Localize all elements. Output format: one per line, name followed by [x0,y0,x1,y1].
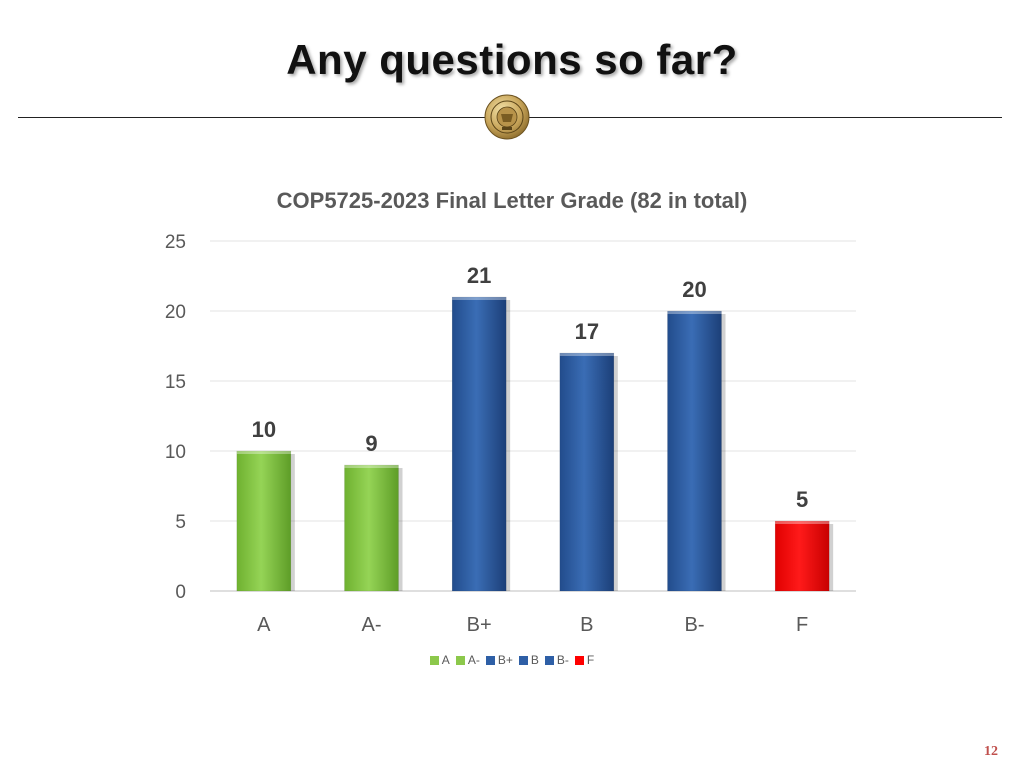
legend-item: F [574,653,595,667]
data-label: 20 [682,277,706,302]
chart-title: COP5725-2023 Final Letter Grade (82 in t… [277,188,748,213]
legend-item: B [518,653,539,667]
bar-highlight [775,521,830,524]
bar-B+ [451,296,507,592]
legend-label: A- [467,653,480,667]
y-tick-label: 15 [165,372,186,393]
legend-label: B- [556,653,569,667]
legend-item: A [429,653,450,667]
y-tick-label: 10 [165,442,186,463]
y-tick-label: 0 [175,582,186,603]
chart-legend: A A- B+ B B- F [0,653,1024,667]
legend-swatch [429,655,439,665]
legend-label: A [441,653,450,667]
x-tick-label: B+ [467,614,492,636]
y-tick-label: 25 [165,232,186,253]
legend-label: B+ [497,653,513,667]
legend-item: A- [455,653,480,667]
legend-label: B [530,653,539,667]
bar-highlight [667,311,722,314]
data-label: 9 [365,431,377,456]
x-tick-label: A [257,614,271,636]
y-tick-label: 5 [175,512,186,533]
legend-swatch [485,655,495,665]
y-tick-label: 20 [165,302,186,323]
legend-label: F [586,653,595,667]
x-tick-label: B- [685,614,705,636]
bar-highlight [559,353,614,356]
data-label: 10 [252,417,276,442]
bar-chart: COP5725-2023 Final Letter Grade (82 in t… [165,188,856,636]
legend-swatch [518,655,528,665]
bar-F [774,520,830,592]
legend-swatch [574,655,584,665]
bar-B [559,352,615,592]
bar-highlight [236,451,291,454]
data-label: 21 [467,263,491,288]
bar-B- [667,310,722,592]
legend-swatch [455,655,465,665]
data-label: 17 [575,319,599,344]
legend-swatch [544,655,554,665]
university-seal-icon [484,94,530,140]
page-number: 12 [984,744,998,759]
x-tick-label: F [796,614,808,636]
bar-A [236,450,292,592]
x-tick-label: B [580,614,593,636]
bar-highlight [452,297,507,300]
x-tick-label: A- [362,614,382,636]
legend-item: B- [544,653,569,667]
bar-highlight [344,465,399,468]
data-label: 5 [796,487,808,512]
bar-A- [344,464,399,592]
slide-title: Any questions so far? [286,36,738,83]
legend-item: B+ [485,653,513,667]
